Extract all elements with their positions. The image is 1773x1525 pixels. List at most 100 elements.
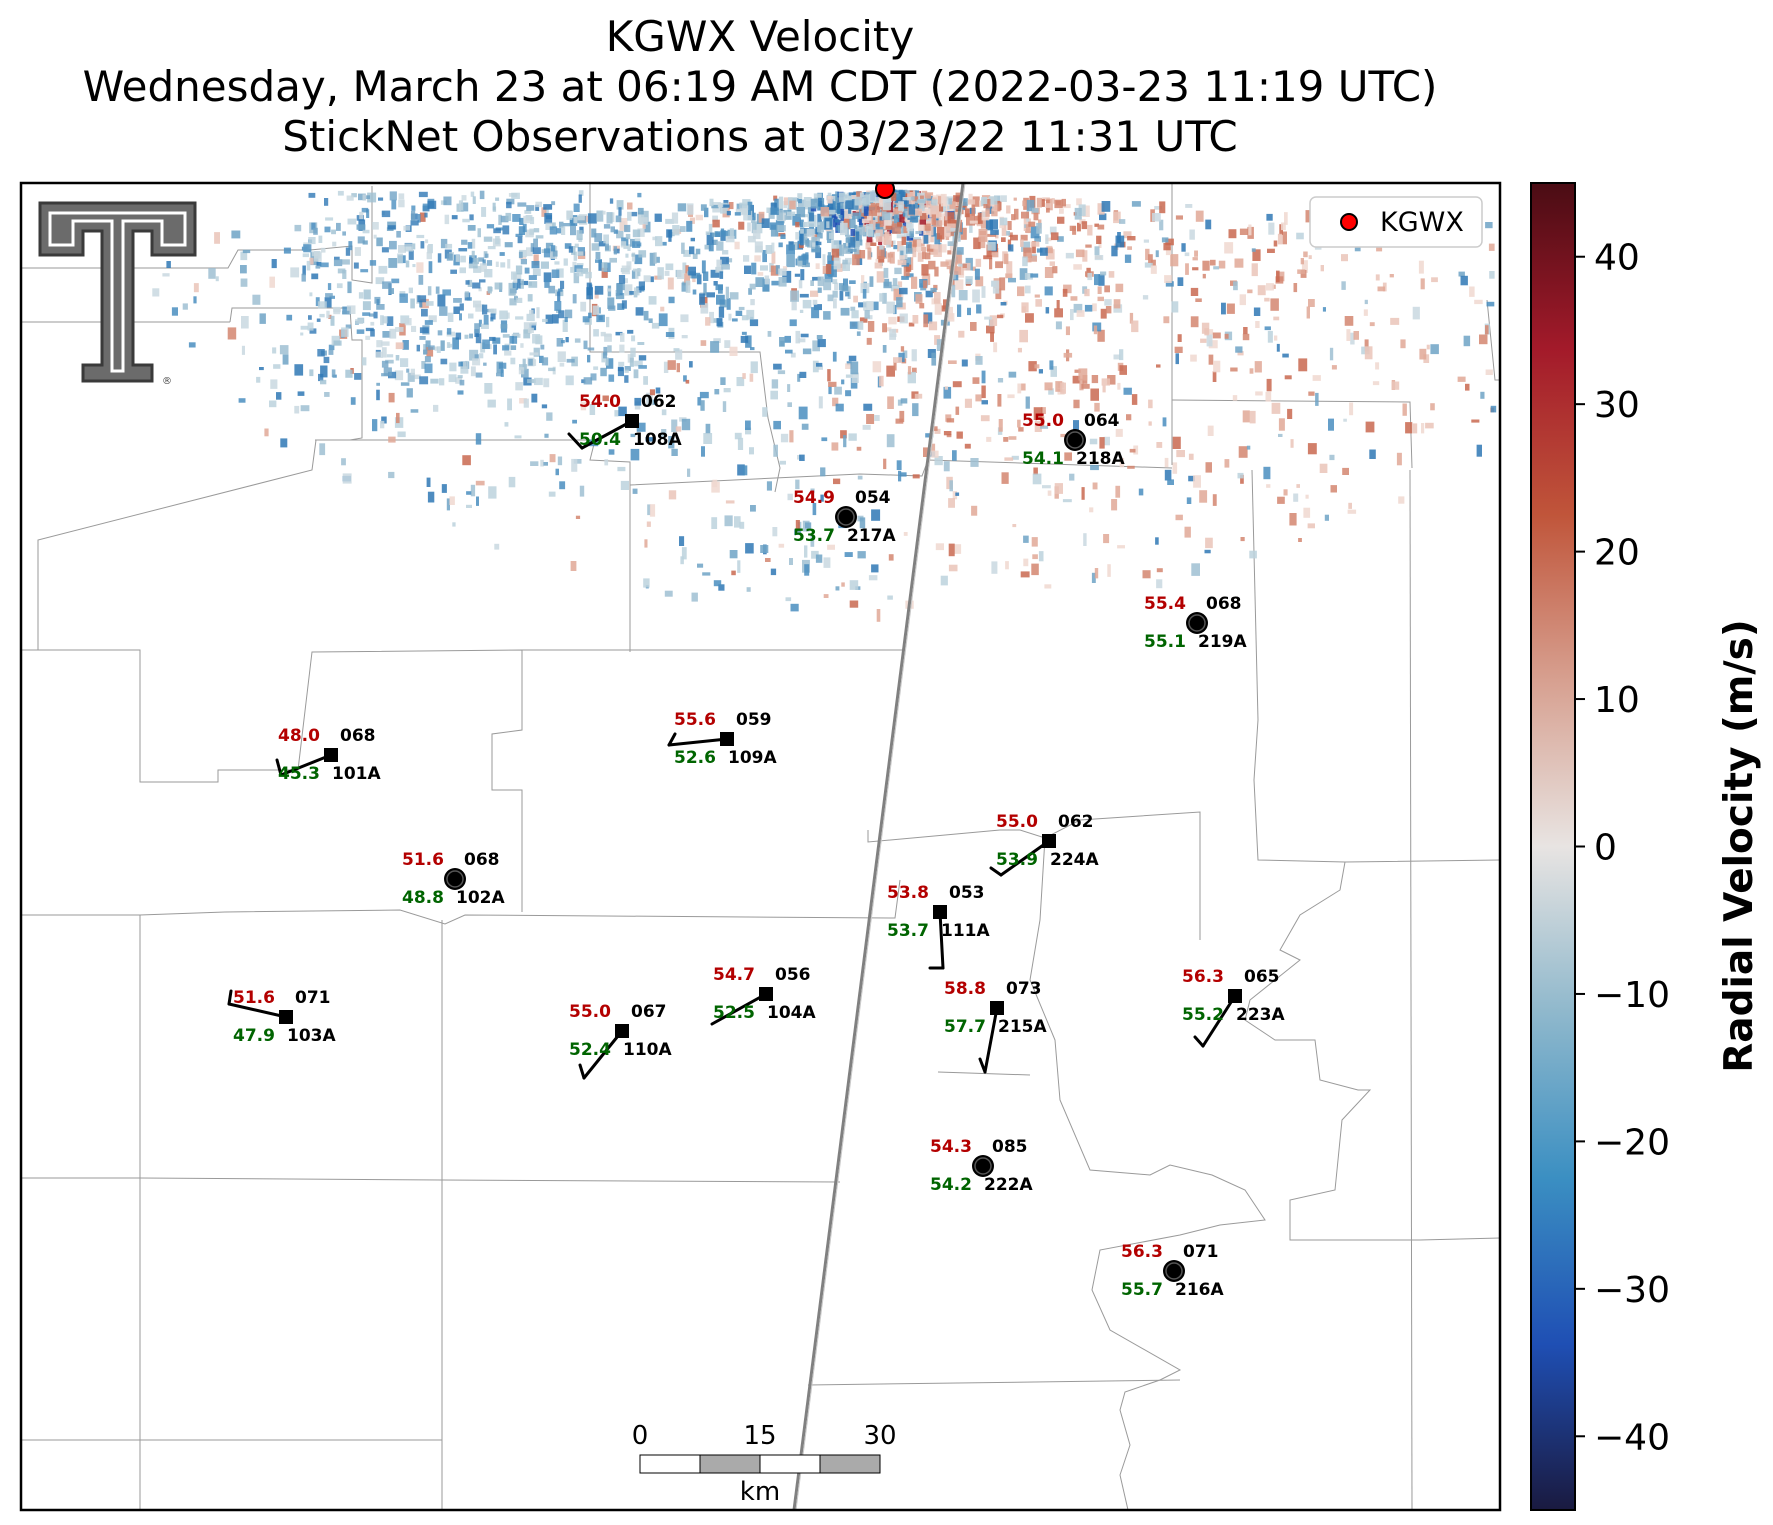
station-temperature: 48.0 — [278, 726, 320, 746]
station-217a: 54.9 054 53.7 217A — [793, 488, 896, 546]
scale-tick-15: 15 — [743, 1421, 776, 1451]
colorbar-tick-label: −10 — [1594, 975, 1670, 1016]
station-216a: 56.3 071 55.7 216A — [1121, 1242, 1224, 1300]
station-pressure: 064 — [1084, 411, 1120, 431]
station-dewpoint: 52.4 — [569, 1040, 611, 1060]
station-id: 215A — [998, 1017, 1047, 1037]
station-pressure: 068 — [464, 850, 500, 870]
station-temperature: 51.6 — [233, 988, 275, 1008]
station-pressure: 068 — [340, 726, 376, 746]
station-id: 218A — [1076, 449, 1125, 469]
station-dewpoint: 54.1 — [1022, 449, 1064, 469]
station-marker-icon — [759, 987, 773, 1001]
colorbar-tick-label: −30 — [1594, 1270, 1670, 1311]
station-dewpoint: 57.7 — [944, 1017, 986, 1037]
station-temperature: 51.6 — [402, 850, 444, 870]
station-101a: 48.0 068 45.3 101A — [275, 726, 381, 784]
station-pressure: 065 — [1244, 967, 1280, 987]
station-temperature: 54.9 — [793, 488, 835, 508]
chart-title: KGWX Velocity — [605, 12, 915, 61]
station-temperature: 58.8 — [944, 979, 986, 999]
scale-tick-30: 30 — [863, 1421, 896, 1451]
station-id: 103A — [287, 1026, 336, 1046]
station-dewpoint: 45.3 — [278, 764, 320, 784]
station-marker-icon — [1042, 834, 1056, 848]
station-temperature: 54.3 — [930, 1137, 972, 1157]
station-218a: 55.0 064 54.1 218A — [1022, 411, 1125, 469]
colorbar-ticks: 40 30 20 10 0 −10 −20 −30 −40 — [1575, 238, 1670, 1458]
station-marker-icon — [990, 1001, 1004, 1015]
station-marker-icon — [279, 1010, 293, 1024]
scale-bar: 0 15 30 km — [632, 1421, 897, 1507]
radar-site-marker — [875, 183, 895, 199]
station-pressure: 053 — [949, 883, 985, 903]
station-temperature: 55.0 — [1022, 411, 1064, 431]
colorbar: 40 30 20 10 0 −10 −20 −30 −40 Radial Velocity (m… — [1530, 182, 1762, 1511]
station-temperature: 53.8 — [887, 883, 929, 903]
svg-text:®: ® — [162, 376, 172, 387]
station-dewpoint: 55.2 — [1182, 1005, 1224, 1025]
station-temperature: 56.3 — [1121, 1242, 1163, 1262]
station-110a: 55.0 067 52.4 110A — [569, 1002, 672, 1080]
colorbar-tick-label: 30 — [1594, 385, 1640, 426]
station-marker-icon — [1228, 989, 1242, 1003]
colorbar-tick-label: −40 — [1594, 1417, 1670, 1458]
scale-tick-0: 0 — [632, 1421, 649, 1451]
colorbar-tick-label: 20 — [1594, 533, 1640, 574]
station-dewpoint: 52.5 — [713, 1003, 755, 1023]
station-dewpoint: 52.6 — [674, 748, 716, 768]
texas-tech-logo-icon: ® — [38, 201, 197, 387]
sticknet-stations: 54.0 062 50.4 108A 55.0 064 54.1 218A 54.9 054 53.… — [227, 392, 1285, 1300]
station-id: 111A — [941, 921, 990, 941]
station-pressure: 073 — [1006, 979, 1042, 999]
station-104a: 54.7 056 52.5 104A — [710, 965, 816, 1026]
station-id: 217A — [847, 526, 896, 546]
station-103a: 51.6 071 47.9 103A — [227, 988, 336, 1046]
station-id: 224A — [1050, 850, 1099, 870]
station-dewpoint: 53.7 — [887, 921, 929, 941]
chart-subtitle-obs: StickNet Observations at 03/23/22 11:31 … — [282, 112, 1238, 161]
station-id: 222A — [984, 1175, 1033, 1195]
station-219a: 55.4 068 55.1 219A — [1144, 594, 1247, 652]
station-pressure: 062 — [1058, 812, 1094, 832]
station-id: 223A — [1236, 1005, 1285, 1025]
station-pressure: 071 — [1183, 1242, 1219, 1262]
station-marker-icon — [324, 748, 338, 762]
station-102a: 51.6 068 48.8 102A — [402, 850, 505, 908]
station-pressure: 054 — [855, 488, 891, 508]
station-223a: 56.3 065 55.2 223A — [1182, 967, 1285, 1048]
station-id: 109A — [728, 748, 777, 768]
station-temperature: 54.0 — [579, 392, 621, 412]
legend-marker-icon — [1340, 213, 1358, 231]
station-temperature: 56.3 — [1182, 967, 1224, 987]
station-temperature: 54.7 — [713, 965, 755, 985]
station-109a: 55.6 059 52.6 109A — [667, 710, 777, 768]
state-boundary — [792, 183, 966, 1510]
station-pressure: 067 — [631, 1002, 667, 1022]
station-dewpoint: 48.8 — [402, 888, 444, 908]
station-dewpoint: 53.7 — [793, 526, 835, 546]
station-dewpoint: 55.1 — [1144, 632, 1186, 652]
station-marker-icon — [720, 732, 734, 746]
station-224a: 55.0 062 53.9 224A — [989, 812, 1099, 877]
station-temperature: 55.0 — [996, 812, 1038, 832]
map-panel — [21, 183, 1500, 1510]
station-id: 108A — [633, 430, 682, 450]
colorbar-tick-label: 10 — [1594, 680, 1640, 721]
station-222a: 54.3 085 54.2 222A — [930, 1137, 1033, 1195]
station-pressure: 085 — [992, 1137, 1028, 1157]
station-temperature: 55.0 — [569, 1002, 611, 1022]
station-temperature: 55.6 — [674, 710, 716, 730]
station-id: 101A — [332, 764, 381, 784]
scale-unit: km — [740, 1477, 780, 1507]
legend-label: KGWX — [1380, 207, 1464, 238]
station-215a: 58.8 073 57.7 215A — [944, 979, 1047, 1074]
chart-subtitle-time: Wednesday, March 23 at 06:19 AM CDT (202… — [82, 62, 1438, 111]
station-temperature: 55.4 — [1144, 594, 1186, 614]
station-dewpoint: 55.7 — [1121, 1280, 1163, 1300]
station-dewpoint: 50.4 — [579, 430, 621, 450]
station-111a: 53.8 053 53.7 111A — [887, 883, 990, 970]
station-id: 104A — [767, 1003, 816, 1023]
station-pressure: 068 — [1206, 594, 1242, 614]
